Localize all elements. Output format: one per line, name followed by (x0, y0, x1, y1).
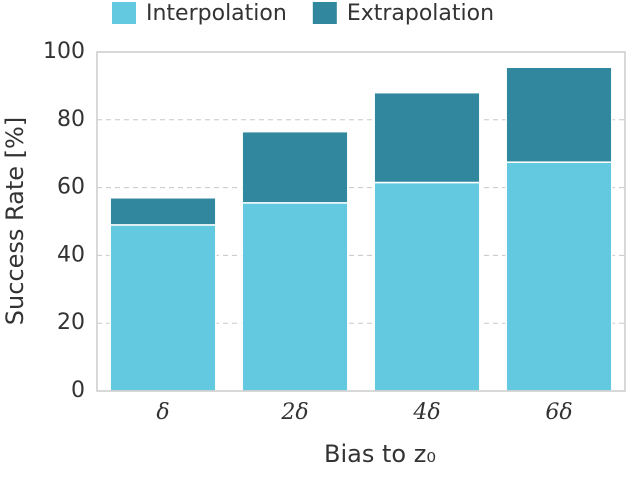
legend-swatch (312, 2, 337, 24)
x-tick-label: 6δ (545, 400, 572, 425)
bar-segment (505, 66, 613, 163)
y-tick-label: 20 (57, 310, 85, 335)
x-tick-label: 4δ (412, 400, 440, 425)
bar-segment (109, 197, 217, 226)
plot-frame (96, 51, 626, 392)
legend-swatch (112, 2, 136, 24)
x-tick-label: 2δ (280, 400, 308, 425)
bar-segment (241, 202, 349, 392)
bar-segment (505, 161, 613, 392)
x-tick-label: δ (156, 400, 169, 425)
y-tick-label: 100 (43, 39, 85, 64)
y-tick-label: 0 (71, 378, 85, 403)
legend-label: Interpolation (146, 1, 287, 26)
y-axis-label: Success Rate [%] (1, 117, 29, 325)
y-tick-label: 80 (57, 107, 85, 132)
bar-segment (373, 181, 481, 392)
bar-segment (373, 91, 481, 184)
bar-segment (241, 130, 349, 204)
y-tick-label: 40 (57, 242, 85, 267)
legend-label: Extrapolation (347, 1, 494, 26)
y-tick-label: 60 (57, 175, 85, 200)
bar-segment (109, 224, 217, 392)
x-axis-label: Bias to z₀ (324, 440, 436, 468)
